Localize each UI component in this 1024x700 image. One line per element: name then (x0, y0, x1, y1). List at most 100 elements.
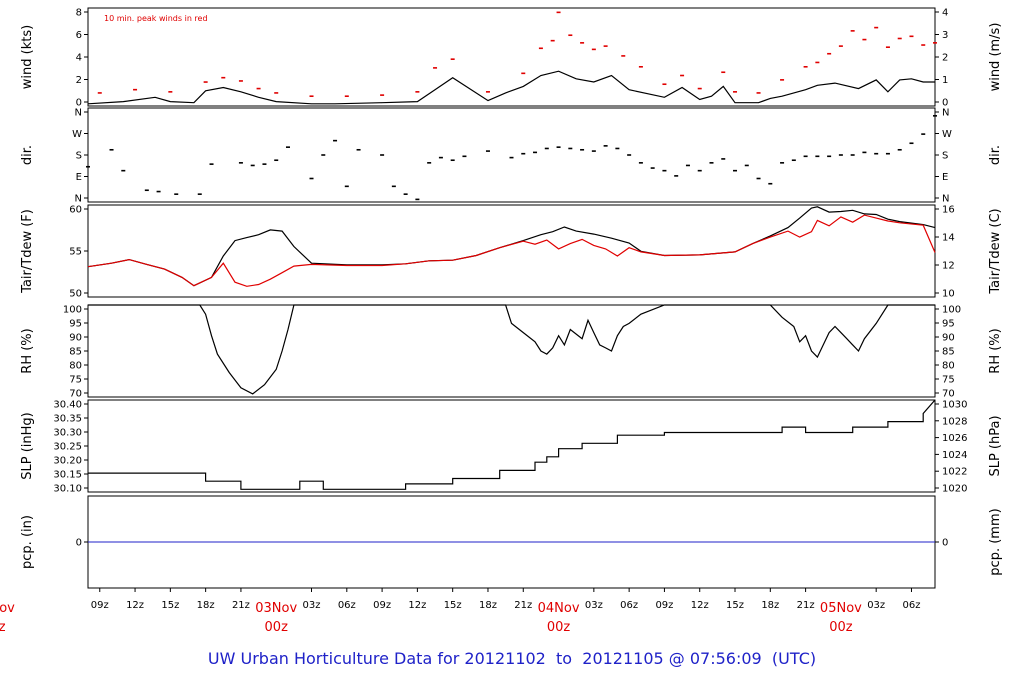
hour-tick-label: 15z (726, 600, 744, 611)
wind-point (344, 95, 349, 97)
rh-ytick-left: 95 (69, 319, 82, 330)
dir-point (309, 177, 314, 180)
wind-point (238, 80, 243, 82)
rh-panel-frame (87, 304, 936, 398)
dir-point (197, 193, 202, 195)
wind-point (450, 58, 455, 60)
dir-point (933, 115, 937, 117)
dir-point (109, 148, 114, 151)
dir-point (556, 146, 561, 148)
temp-ytick-left: 50 (69, 289, 82, 300)
temp-ylabel-left: Tair/Tdew (F) (20, 209, 35, 294)
wind-point (815, 61, 820, 64)
dir-point (86, 165, 90, 168)
temp-series-1 (87, 214, 936, 287)
slp-ytick-left: 30.30 (53, 428, 82, 439)
dir-ytick-right: N (942, 194, 949, 205)
dir-point (627, 154, 632, 156)
hour-tick-label: 18z (761, 600, 779, 611)
wind-point (697, 87, 702, 90)
wind-ylabel-left: wind (kts) (20, 25, 35, 89)
temp-line-0 (87, 206, 936, 287)
hour-tick-label: 06z (620, 600, 638, 611)
dir-point (209, 163, 214, 165)
temp-ytick-right: 16 (942, 205, 955, 216)
wind-point (168, 91, 173, 93)
dir-ytick-right: N (942, 108, 949, 119)
wind-point (550, 39, 555, 42)
dir-point (521, 152, 526, 155)
dir-point (827, 155, 832, 158)
wind-point (568, 34, 573, 37)
wind-point (662, 83, 667, 86)
dir-ytick-left: N (75, 108, 82, 119)
dir-point (874, 152, 879, 155)
wind-point (538, 47, 543, 50)
rh-ytick-left: 80 (69, 361, 82, 372)
dir-point (427, 162, 432, 164)
slp-ytick-left: 30.25 (53, 442, 82, 453)
slp-ytick-right: 1030 (942, 400, 967, 411)
wind-point (780, 79, 785, 81)
dir-point (733, 169, 738, 172)
date-time-label: 00z (0, 620, 6, 635)
temp-ytick-right: 12 (942, 261, 955, 272)
date-time-label: 00z (547, 620, 571, 635)
dir-point (403, 193, 408, 195)
rh-ylabel-left: RH (%) (20, 328, 35, 373)
wind-point (756, 92, 761, 94)
dir-point (262, 163, 267, 165)
wind-series-1 (97, 11, 937, 97)
rh-series-0 (88, 304, 935, 395)
dir-point (921, 133, 926, 135)
wind-point (921, 44, 926, 46)
wind-point (309, 95, 314, 97)
wind-point (97, 92, 102, 94)
temp-ylabel-right: Tair/Tdew (C) (988, 208, 1003, 294)
rh-ytick-right: 90 (942, 333, 955, 344)
wind-ytick-right: 4 (942, 8, 948, 19)
hour-tick-label: 03z (303, 600, 321, 611)
wind-point (803, 66, 808, 68)
rh-ylabel-right: RH (%) (988, 328, 1003, 373)
dir-point (462, 155, 467, 158)
hour-tick-label: 09z (91, 600, 109, 611)
date-label: 04Nov (538, 601, 580, 616)
wind-point (862, 38, 867, 41)
slp-ytick-left: 30.35 (53, 414, 82, 425)
rh-ytick-right: 95 (942, 319, 955, 330)
hour-tick-label: 06z (902, 600, 920, 611)
dir-point (685, 164, 690, 167)
slp-ytick-right: 1024 (942, 450, 967, 461)
slp-ytick-left: 30.10 (53, 484, 82, 495)
wind-series-0 (87, 70, 935, 105)
dir-point (838, 154, 843, 156)
dir-point (438, 156, 443, 159)
wind-ytick-left: 6 (76, 30, 82, 41)
dir-series-0 (86, 115, 937, 201)
rh-ytick-left: 100 (63, 305, 82, 316)
page-title: UW Urban Horticulture Data for 20121102 … (207, 649, 817, 668)
pcp-ylabel-right: pcp. (mm) (988, 508, 1003, 575)
dir-point (780, 162, 785, 164)
slp-ylabel-right: SLP (hPa) (988, 415, 1003, 476)
dir-point (674, 175, 679, 177)
dir-point (250, 164, 255, 167)
dir-point (121, 169, 126, 172)
dir-point (662, 169, 667, 172)
dir-point (238, 162, 243, 164)
rh-ytick-right: 75 (942, 375, 955, 386)
wind-point (638, 66, 643, 68)
wind-point (838, 45, 843, 47)
date-time-label: 00z (265, 620, 289, 635)
dir-panel-frame (87, 107, 936, 203)
dir-point (697, 169, 702, 172)
slp-ytick-left: 30.40 (53, 400, 82, 411)
dir-point (174, 193, 179, 195)
dir-point (885, 152, 890, 155)
date-time-label: 00z (829, 620, 853, 635)
dir-point (450, 159, 455, 162)
dir-point (544, 147, 549, 150)
dir-point (344, 185, 349, 188)
